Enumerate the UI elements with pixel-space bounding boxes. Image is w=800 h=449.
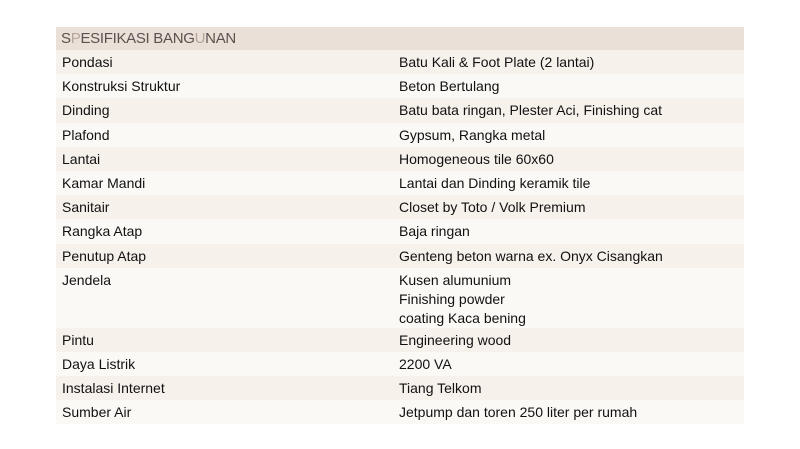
row-label: Konstruksi Struktur: [62, 78, 181, 95]
row-label: Rangka Atap: [62, 223, 143, 240]
row-value: Closet by Toto / Volk Premium: [399, 199, 586, 216]
row-value: Gypsum, Rangka metal: [399, 126, 546, 143]
table-row: Pondasi Batu Kali & Foot Plate (2 lantai): [56, 50, 744, 75]
title-part: S: [61, 30, 71, 47]
table-row: Plafond Gypsum, Rangka metal: [56, 122, 744, 147]
spec-table: SPESIFIKASI BANGUNAN Pondasi Batu Kali & …: [56, 27, 744, 425]
row-label: Jendela: [62, 271, 112, 288]
row-label: Pintu: [62, 331, 94, 348]
row-value: 2200 VA: [399, 355, 452, 372]
row-value: Tiang Telkom: [399, 380, 482, 397]
row-value: Batu bata ringan, Plester Aci, Finishing…: [399, 102, 663, 119]
table-row: Kamar Mandi Lantai dan Dinding keramik ti…: [56, 170, 744, 196]
table-title: SPESIFIKASI BANGUNAN: [56, 27, 744, 50]
row-value: Baja ringan: [399, 223, 470, 240]
row-label: Daya Listrik: [62, 355, 136, 372]
table-row: Sumber Air Jetpump dan toren 250 liter pe…: [56, 400, 744, 425]
table-row: Konstruksi Struktur Beton Bertulang: [56, 74, 744, 99]
row-label: Pondasi: [62, 54, 113, 70]
table-row: Daya Listrik 2200 VA: [56, 351, 744, 377]
table-row: Dinding Batu bata ringan, Plester Aci, Fi…: [56, 98, 744, 123]
row-value: Genteng beton warna ex. Onyx Cisangkan: [399, 247, 663, 264]
row-label: Sanitair: [62, 199, 110, 216]
table-row: Sanitair Closet by Toto / Volk Premium: [56, 195, 744, 220]
row-value: Beton Bertulang: [399, 78, 500, 95]
table-row: Jendela Kusen alumunium Finishing powder …: [56, 267, 744, 328]
row-value: Lantai dan Dinding keramik tile: [399, 174, 591, 191]
table-row: Penutup Atap Genteng beton warna ex. Onyx…: [56, 243, 744, 268]
row-value: Batu Kali & Foot Plate (2 lantai): [399, 54, 595, 70]
table-row: Rangka Atap Baja ringan: [56, 219, 744, 244]
row-value: Engineering wood: [399, 331, 512, 348]
table-row: Lantai Homogeneous tile 60x60: [56, 146, 744, 171]
row-label: Lantai: [62, 150, 101, 167]
row-label: Penutup Atap: [62, 247, 147, 264]
title-part: U: [194, 30, 206, 47]
title-part: ESIFIKASI BANG: [80, 30, 195, 47]
row-value: Jetpump dan toren 250 liter per rumah: [399, 404, 638, 421]
row-value: Kusen alumunium Finishing powder coating…: [399, 271, 526, 326]
table-row: Pintu Engineering wood: [56, 327, 744, 352]
row-label: Kamar Mandi: [62, 174, 146, 191]
table-row: Instalasi Internet Tiang Telkom: [56, 376, 744, 401]
title-part: NAN: [205, 30, 236, 47]
row-label: Plafond: [62, 126, 110, 143]
row-label: Sumber Air: [62, 404, 132, 421]
title-part: P: [70, 30, 81, 47]
row-value: Homogeneous tile 60x60: [399, 150, 554, 167]
table-body: Pondasi Batu Kali & Foot Plate (2 lantai)…: [56, 50, 744, 425]
row-label: Instalasi Internet: [62, 380, 165, 397]
row-label: Dinding: [62, 102, 110, 119]
